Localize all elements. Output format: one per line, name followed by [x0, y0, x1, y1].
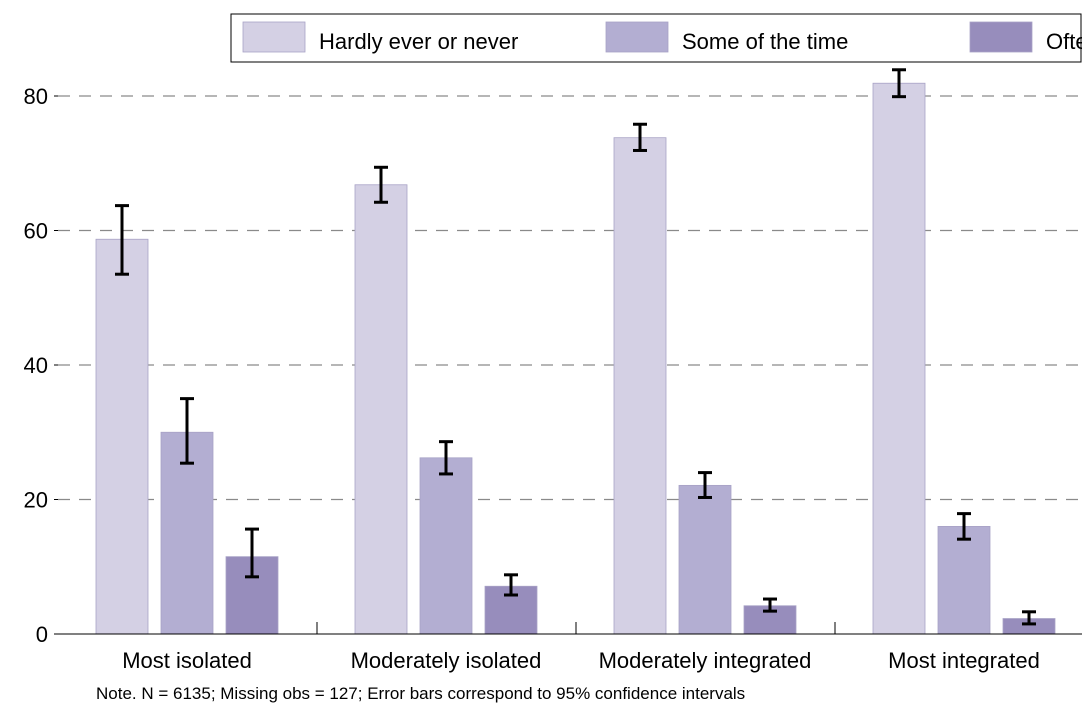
bar-3-0 [872, 82, 926, 635]
category-label-3: Most integrated [888, 648, 1040, 673]
category-label-2: Moderately integrated [599, 648, 812, 673]
legend-label-0: Hardly ever or never [319, 29, 518, 54]
y-tick-label-40: 40 [24, 353, 48, 378]
category-label-1: Moderately isolated [351, 648, 542, 673]
error-bar-3-1 [957, 512, 971, 541]
error-bar-1-2 [504, 573, 518, 597]
chart-note: Note. N = 6135; Missing obs = 127; Error… [96, 684, 745, 703]
legend-swatch-0 [242, 21, 306, 53]
error-bar-3-0 [892, 68, 906, 99]
legend: Hardly ever or never Some of the time Ofte… [230, 13, 1082, 63]
error-bar-2-0 [633, 122, 647, 152]
y-tick-label-0: 0 [36, 622, 48, 647]
error-bar-2-1 [698, 471, 712, 499]
error-bar-2-2 [763, 597, 777, 613]
bar-0-1 [160, 431, 214, 635]
error-bar-3-2 [1022, 610, 1036, 626]
error-bar-0-0 [115, 204, 129, 276]
error-bar-0-2 [245, 527, 259, 579]
y-tick-labels: 0 20 40 60 80 [24, 84, 58, 647]
legend-swatch-1 [605, 21, 669, 53]
bar-2-1 [678, 484, 732, 635]
legend-swatch-2 [969, 21, 1033, 53]
gridlines [58, 95, 1082, 501]
x-ticks [316, 622, 836, 634]
bar-2-0 [613, 137, 667, 635]
category-labels: Most isolated Moderately isolated Moderate… [122, 648, 1040, 673]
bar-1-1 [419, 457, 473, 635]
error-bar-1-0 [374, 165, 388, 204]
legend-label-2: Often [1046, 29, 1082, 54]
error-bar-0-1 [180, 397, 194, 465]
y-tick-label-20: 20 [24, 488, 48, 513]
y-tick-label-80: 80 [24, 84, 48, 109]
bar-3-1 [937, 526, 991, 635]
category-label-0: Most isolated [122, 648, 252, 673]
bar-0-0 [95, 238, 149, 635]
legend-label-1: Some of the time [682, 29, 848, 54]
error-bars [115, 68, 1036, 626]
bar-1-0 [354, 184, 408, 635]
y-tick-label-60: 60 [24, 219, 48, 244]
bars [95, 82, 1056, 635]
error-bar-1-1 [439, 440, 453, 476]
